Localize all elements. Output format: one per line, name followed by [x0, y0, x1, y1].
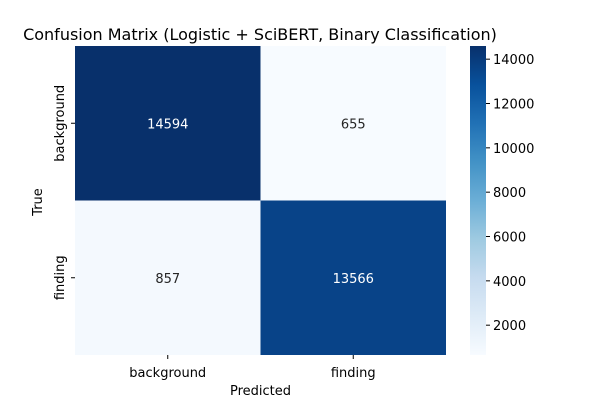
- colorbar-tick-label: 12000: [493, 98, 534, 113]
- x-tick-label: background: [129, 366, 206, 381]
- heatmap-cell: [260, 46, 446, 201]
- colorbar-tick-label: 8000: [493, 186, 526, 201]
- colorbar-tick-label: 6000: [493, 231, 526, 246]
- y-axis-label: True: [31, 188, 46, 217]
- y-axis: background finding: [53, 85, 75, 300]
- cell-value-label: 857: [155, 272, 180, 287]
- heatmap-cell-labels: 14594 655 857 13566: [147, 117, 374, 287]
- cell-value-label: 655: [341, 117, 366, 132]
- colorbar-tick-label: 14000: [493, 53, 534, 68]
- heatmap-cells: [75, 46, 446, 355]
- colorbar-tick-label: 10000: [493, 142, 534, 157]
- heatmap-cell: [260, 200, 446, 355]
- colorbar-ticks: 2000 4000 6000 8000 10000 12000 14000: [486, 53, 534, 334]
- y-tick-label: finding: [53, 255, 68, 300]
- colorbar-tick-label: 4000: [493, 275, 526, 290]
- y-tick-label: background: [53, 85, 68, 162]
- x-tick-label: finding: [331, 366, 376, 381]
- cell-value-label: 14594: [147, 117, 188, 132]
- colorbar: [470, 46, 486, 355]
- colorbar-tick-label: 2000: [493, 319, 526, 334]
- x-axis: background finding: [129, 355, 376, 381]
- heatmap-cell: [75, 200, 261, 355]
- cell-value-label: 13566: [333, 272, 374, 287]
- x-axis-label: Predicted: [230, 384, 291, 399]
- heatmap-cell: [75, 46, 261, 201]
- chart-title: Confusion Matrix (Logistic + SciBERT, Bi…: [23, 25, 497, 44]
